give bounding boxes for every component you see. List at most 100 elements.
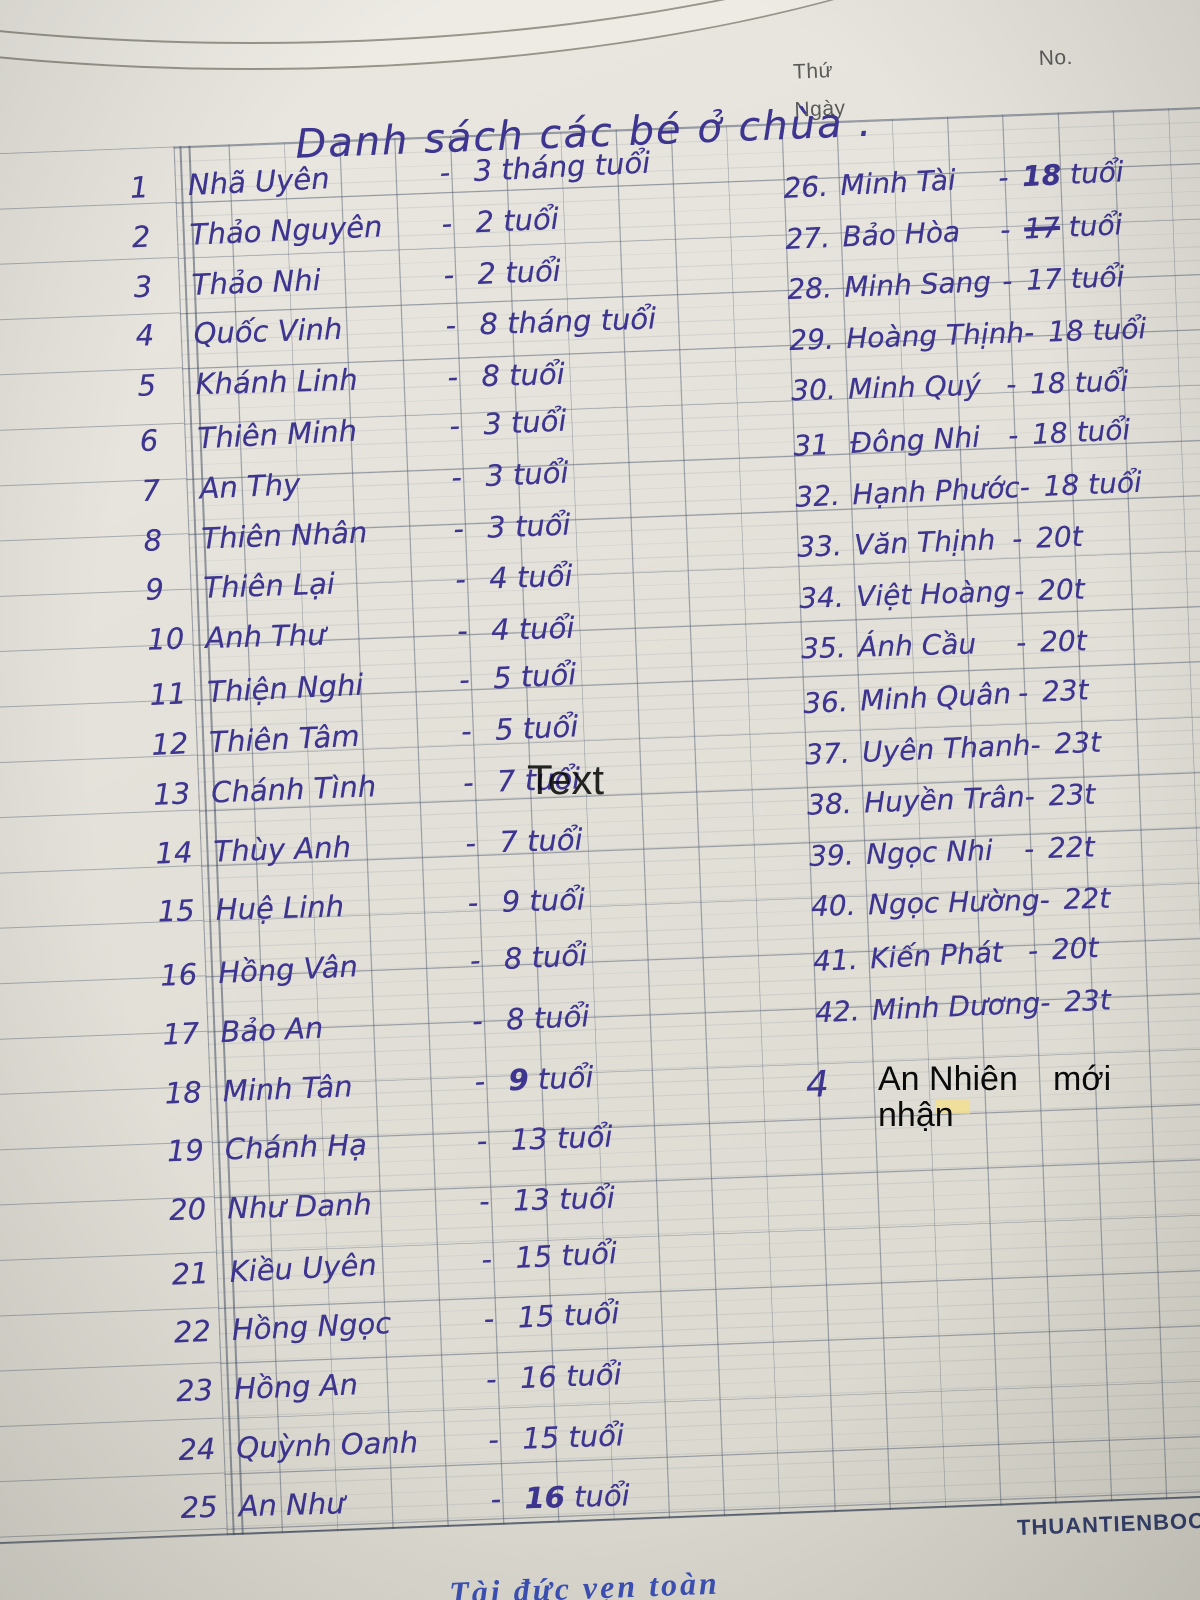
row-name: Huyền Trân [863,780,1026,820]
row-age: 20t [1051,931,1100,967]
row-age-number: 9 [507,1062,530,1097]
row-dash: - [440,206,453,241]
row-number: 21 [170,1255,210,1292]
row-number: 10 [146,621,185,657]
row-age-number: 16 [524,1480,566,1516]
row-number: 38. [806,787,853,822]
row-number: 36. [802,685,849,721]
row-number: 13 [152,775,191,812]
row-number: 33. [796,529,843,564]
row-dash: - [1017,676,1029,710]
row-dash: - [482,1301,495,1337]
row-number: 6 [138,423,159,459]
row-dash: - [476,1123,488,1159]
row-name: Ngọc Nhi [865,833,994,871]
row-age: 7 tuổi [498,822,584,859]
row-number: 26. [782,169,829,205]
row-number: 25 [180,1490,219,1526]
row-number: 7 [140,473,161,508]
row-number: 20 [168,1191,207,1227]
row-dash: - [1007,418,1020,453]
row-age: 15 tuổi [516,1296,620,1335]
row-age: 5 tuổi [492,657,578,696]
row-age: 4 tuổi [490,610,575,648]
row-dash: - [1029,727,1042,762]
row-age: 8 tuổi [481,357,566,394]
row-number: 24 [177,1431,216,1467]
notebook-brand: THUANTIENBOOK [1016,1507,1200,1541]
row-age: 8 tuổi [503,938,588,977]
row-dash: - [480,1241,493,1277]
row-name: Khánh Linh [195,362,359,402]
row-dash: - [442,257,455,292]
row-number: 23 [175,1372,214,1409]
row-number: 1 [129,169,150,205]
row-number: 32. [794,478,841,514]
row-age: 9 tuổi [507,1059,595,1097]
row-dash: - [473,1063,486,1099]
row-name: Minh Dương [871,986,1041,1027]
row-dash: - [458,662,471,697]
row-name: Minh Sang [843,265,992,304]
row-age: 22t [1047,830,1096,865]
row-name: Văn Thịnh [853,523,996,562]
row-name: Hoàng Thịnh [845,316,1025,355]
row-dash: - [467,885,479,921]
row-dash: - [1023,780,1036,814]
row-number: 35. [800,631,847,666]
row-dash: - [1005,368,1017,402]
row-age: 20t [1037,572,1086,607]
row-number: 22 [173,1314,212,1350]
row-dash: - [1001,264,1013,298]
row-age: 17 tuổi [1023,207,1124,246]
row-age: 2 tuổi [474,201,560,240]
row-age: 20t [1039,624,1088,659]
row-dash: - [456,613,469,649]
row-name: Uyên Thanh [861,728,1032,769]
row-dash: - [1013,574,1025,608]
row-dash: - [1018,470,1031,504]
row-number: 29. [788,322,835,357]
row-age: 18 tuổi [1031,413,1131,451]
row-dash: - [1015,626,1027,660]
row-dash: - [1023,832,1035,866]
row-age: 3 tuổi [484,455,570,493]
row-dash: - [471,1003,484,1038]
row-dash: - [462,765,475,800]
row-dash: - [454,562,467,597]
printed-label-no: No. [1038,45,1074,71]
row-age: 3 tuổi [486,507,572,545]
row-age: 15 tuổi [514,1235,618,1275]
row-number: 11 [148,676,188,712]
row-name: Bảo Hòa [841,214,961,253]
row-age: 20t [1035,520,1084,555]
annotation-highlight [936,1099,970,1114]
row-dash: - [444,308,457,343]
row-number: 5 [137,368,157,403]
row-dash: - [1039,985,1052,1019]
row-name: Việt Hoàng [855,574,1012,613]
row-age: 2 tuổi [476,253,562,291]
row-number: 41. [812,942,859,978]
row-name: Ngọc Hường [867,883,1041,922]
row-age: 22t [1063,882,1111,917]
row-dash: - [478,1184,491,1219]
row-number: 2 [131,219,152,255]
text-watermark: Text [527,756,605,803]
row-age-number: 18 [1021,158,1062,194]
row-age: 16 tuổi [519,1357,623,1396]
row-number: 8 [142,522,163,558]
row-age: 23t [1041,673,1090,709]
row-age: 16 tuổi [524,1478,631,1516]
row-number: 18 [164,1074,203,1110]
row-age: 18 tuổi [1042,465,1143,503]
annotation-nhan: nhận [878,1096,954,1134]
row-age: 15 tuổi [521,1417,625,1456]
row-number: 31 [792,427,830,463]
row-dash: - [1027,934,1039,968]
row-name: Anh Thư [204,617,327,656]
row-age: 13 tuổi [512,1180,616,1218]
row-number: 14 [154,835,194,871]
row-dash: - [460,713,473,749]
